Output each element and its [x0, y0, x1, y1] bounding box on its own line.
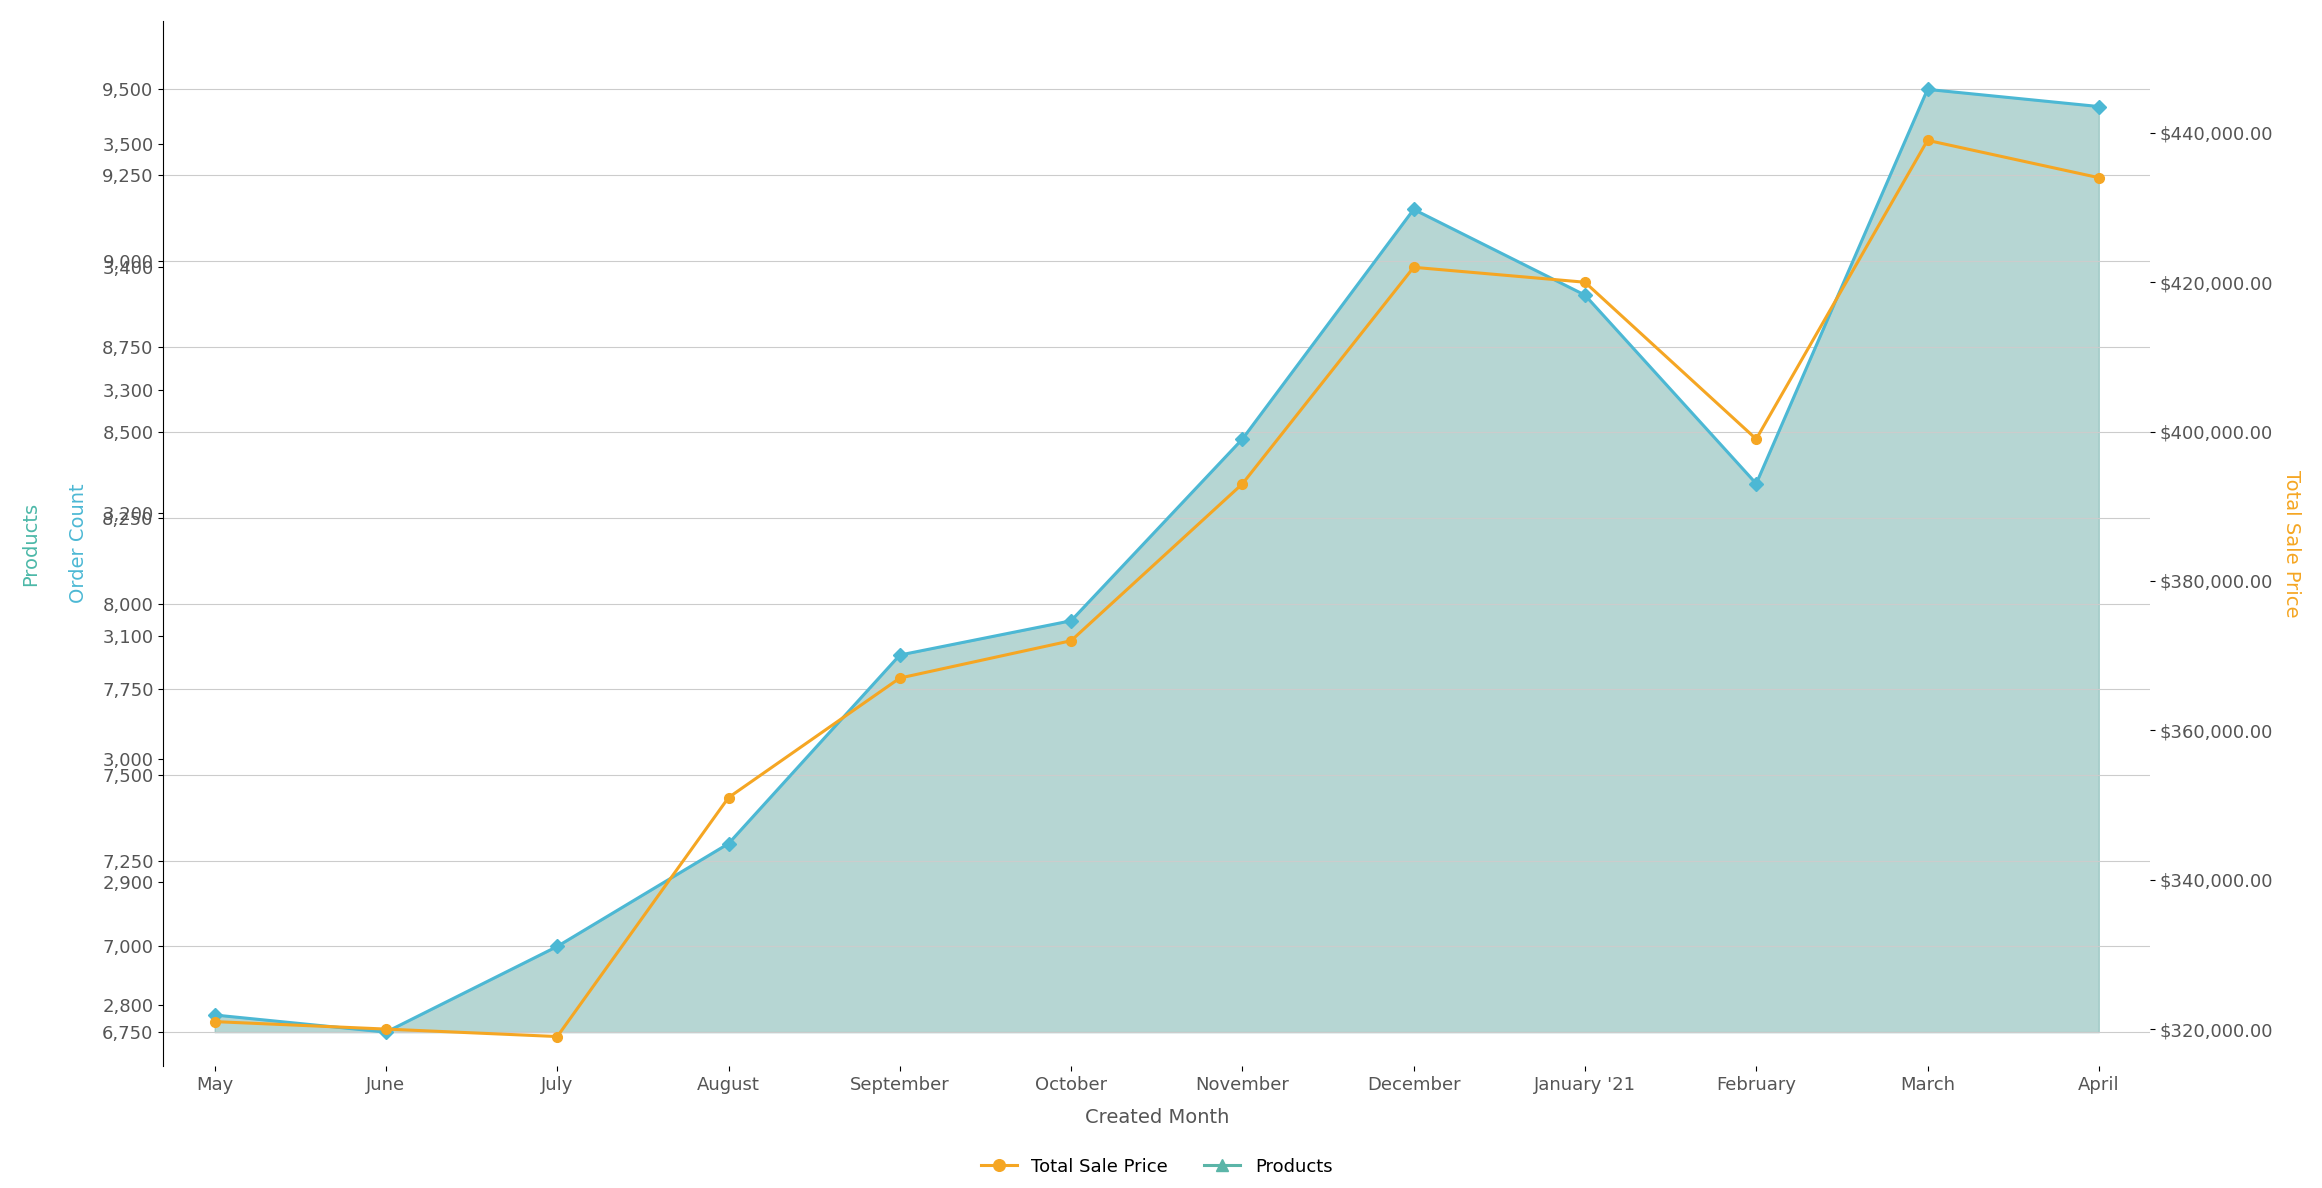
Line: Total Sale Price: Total Sale Price [209, 135, 2104, 1042]
Order Count [1057, 614, 1084, 628]
Total Sale Price [372, 1022, 399, 1036]
Total Sale Price [887, 671, 915, 685]
Order Count [1913, 82, 1941, 96]
Order Count [1742, 476, 1769, 491]
Order Count [1228, 432, 1256, 447]
X-axis label: Created Month: Created Month [1084, 1108, 1228, 1127]
Total Sale Price [1742, 432, 1769, 447]
Total Sale Price [1913, 133, 1941, 147]
Y-axis label: Products: Products [21, 501, 39, 586]
Order Count [1572, 287, 1600, 302]
Total Sale Price [543, 1030, 571, 1044]
Order Count [715, 836, 743, 851]
Total Sale Price [2085, 171, 2113, 185]
Order Count [543, 940, 571, 954]
Legend: Total Sale Price, Products: Total Sale Price, Products [973, 1150, 1340, 1183]
Total Sale Price [715, 790, 743, 804]
Total Sale Price [1057, 633, 1084, 647]
Order Count [200, 1007, 228, 1022]
Y-axis label: Order Count: Order Count [70, 484, 88, 604]
Order Count [1400, 202, 1428, 216]
Order Count [372, 1025, 399, 1040]
Total Sale Price [1400, 260, 1428, 274]
Y-axis label: Total Sale Price: Total Sale Price [2283, 470, 2301, 618]
Order Count [2085, 100, 2113, 114]
Total Sale Price [200, 1015, 228, 1029]
Total Sale Price [1228, 476, 1256, 491]
Line: Order Count: Order Count [209, 84, 2104, 1037]
Order Count [887, 647, 915, 662]
Total Sale Price [1572, 276, 1600, 290]
